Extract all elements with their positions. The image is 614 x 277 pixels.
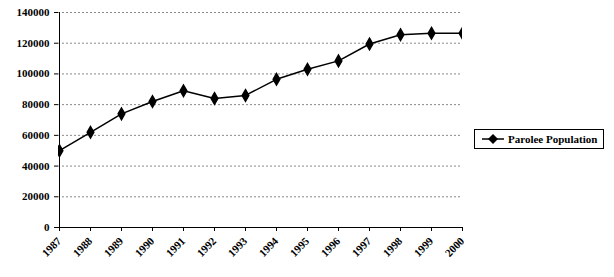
svg-text:1992: 1992 [194,234,218,258]
svg-text:1993: 1993 [225,234,249,258]
svg-text:1988: 1988 [70,234,94,258]
svg-text:60000: 60000 [22,129,50,141]
svg-text:0: 0 [44,221,50,233]
svg-text:1995: 1995 [287,234,311,258]
svg-text:20000: 20000 [22,190,50,202]
svg-text:1997: 1997 [349,234,373,258]
html-text:Parolee Population: Parolee Population [508,132,598,145]
svg-text:1987: 1987 [39,234,63,258]
svg-text:100000: 100000 [17,67,51,79]
svg-text:1996: 1996 [318,234,342,258]
svg-text:120000: 120000 [17,37,51,49]
svg-text:80000: 80000 [22,98,50,110]
svg-text:2000: 2000 [442,234,466,258]
svg-text:140000: 140000 [17,6,51,18]
svg-text:1994: 1994 [256,234,280,258]
svg-text:1998: 1998 [380,234,404,258]
svg-text:1990: 1990 [132,234,156,258]
svg-text:1989: 1989 [101,234,125,258]
svg-text:1999: 1999 [411,234,435,258]
svg-text:40000: 40000 [22,160,50,172]
svg-text:1991: 1991 [163,235,187,259]
